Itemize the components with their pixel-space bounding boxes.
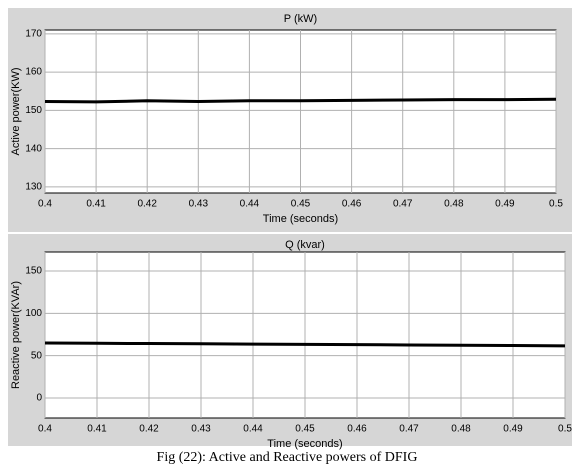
- x-tick-label: 0.49: [503, 424, 523, 435]
- data-line: [44, 341, 566, 348]
- y-tick-label: 150: [25, 105, 42, 116]
- x-tick-label: 0.46: [342, 199, 362, 210]
- data-line: [44, 97, 557, 104]
- x-tick-label: 0.43: [191, 424, 211, 435]
- x-tick-label: 0.48: [451, 424, 471, 435]
- x-tick-label: 0.48: [444, 199, 464, 210]
- x-tick-label: 0.44: [240, 199, 260, 210]
- y-tick-label: 140: [25, 143, 42, 154]
- y-axis-label: Active power(KW): [10, 67, 22, 155]
- x-tick-label: 0.45: [295, 424, 315, 435]
- x-tick-label: 0.41: [87, 424, 107, 435]
- x-tick-label: 0.4: [38, 424, 52, 435]
- x-tick-label: 0.44: [243, 424, 263, 435]
- y-tick-label: 50: [31, 350, 43, 361]
- y-tick-label: 0: [36, 393, 42, 404]
- y-tick-label: 100: [25, 308, 42, 319]
- subplot: Q (kvar) Time (seconds) Reactive power(KVA…: [8, 234, 572, 450]
- subplot-title: Q (kvar): [285, 239, 325, 251]
- x-axis-label: Time (seconds): [263, 213, 338, 225]
- y-tick-label: 150: [25, 266, 42, 277]
- x-tick-label: 0.42: [139, 424, 159, 435]
- caption: Fig (22): Active and Reactive powers of …: [157, 450, 418, 465]
- x-tick-label: 0.41: [86, 199, 106, 210]
- x-tick-label: 0.42: [137, 199, 157, 210]
- subplot: P (kW) Time (seconds) Active power(KW) 0.4 0…: [8, 8, 572, 232]
- x-tick-label: 0.4: [38, 199, 52, 210]
- x-tick-label: 0.47: [399, 424, 419, 435]
- y-tick-label: 130: [25, 182, 42, 193]
- x-tick-label: 0.43: [189, 199, 209, 210]
- x-tick-label: 0.45: [291, 199, 311, 210]
- x-axis-label: Time (seconds): [267, 438, 342, 450]
- y-tick-label: 170: [25, 28, 42, 39]
- x-tick-label: 0.47: [393, 199, 413, 210]
- y-axis-label: Reactive power(KVAr): [10, 281, 22, 389]
- x-tick-label: 0.5: [558, 424, 572, 435]
- y-tick-label: 160: [25, 67, 42, 78]
- subplot-title: P (kW): [284, 13, 317, 25]
- x-tick-label: 0.5: [549, 199, 563, 210]
- x-tick-label: 0.46: [347, 424, 367, 435]
- x-tick-label: 0.49: [495, 199, 515, 210]
